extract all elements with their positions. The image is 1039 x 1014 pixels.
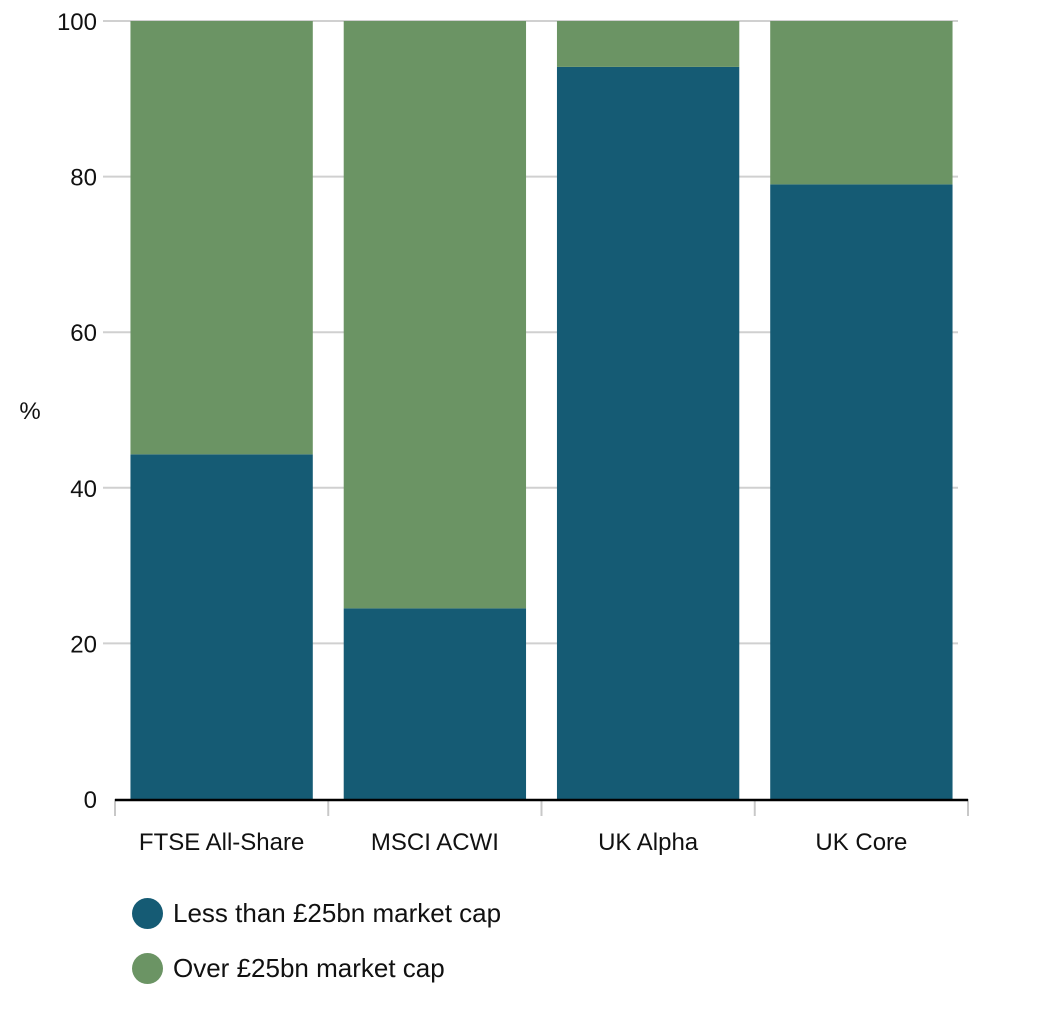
y-tick-label: 40 xyxy=(70,476,97,503)
legend-item-over-25bn: Over £25bn market cap xyxy=(132,941,501,996)
bar-under-25bn xyxy=(556,66,740,800)
x-tick-label: UK Core xyxy=(815,829,907,856)
y-axis-label: % xyxy=(19,398,40,425)
legend-label: Less than £25bn market cap xyxy=(173,898,502,928)
bar-under-25bn xyxy=(770,184,953,799)
bar-over-25bn xyxy=(343,21,527,609)
legend-swatch-under-25bn xyxy=(132,898,163,929)
y-tick-label: 0 xyxy=(84,787,97,814)
legend-label: Over £25bn market cap xyxy=(173,953,445,983)
legend-item-under-25bn: Less than £25bn market cap xyxy=(132,886,501,941)
y-tick-label: 80 xyxy=(70,165,97,192)
y-tick-label: 20 xyxy=(70,631,97,658)
bar-over-25bn xyxy=(770,21,953,185)
y-tick-label: 60 xyxy=(70,320,97,347)
legend-swatch-over-25bn xyxy=(132,953,163,984)
y-tick-label: 100 xyxy=(57,9,97,36)
bar-under-25bn xyxy=(343,608,527,799)
x-tick-label: MSCI ACWI xyxy=(371,829,499,856)
stacked-bar-chart: 0 20 40 60 80 100% FTSE All-Share MSCI ACWI UK A… xyxy=(19,9,969,856)
x-tick-label: FTSE All-Share xyxy=(139,829,304,856)
legend: Less than £25bn market cap Over £25bn ma… xyxy=(132,886,501,996)
bar-under-25bn xyxy=(130,454,313,799)
x-tick-label: UK Alpha xyxy=(598,829,699,856)
bar-over-25bn xyxy=(556,21,740,67)
bar-over-25bn xyxy=(130,21,313,455)
